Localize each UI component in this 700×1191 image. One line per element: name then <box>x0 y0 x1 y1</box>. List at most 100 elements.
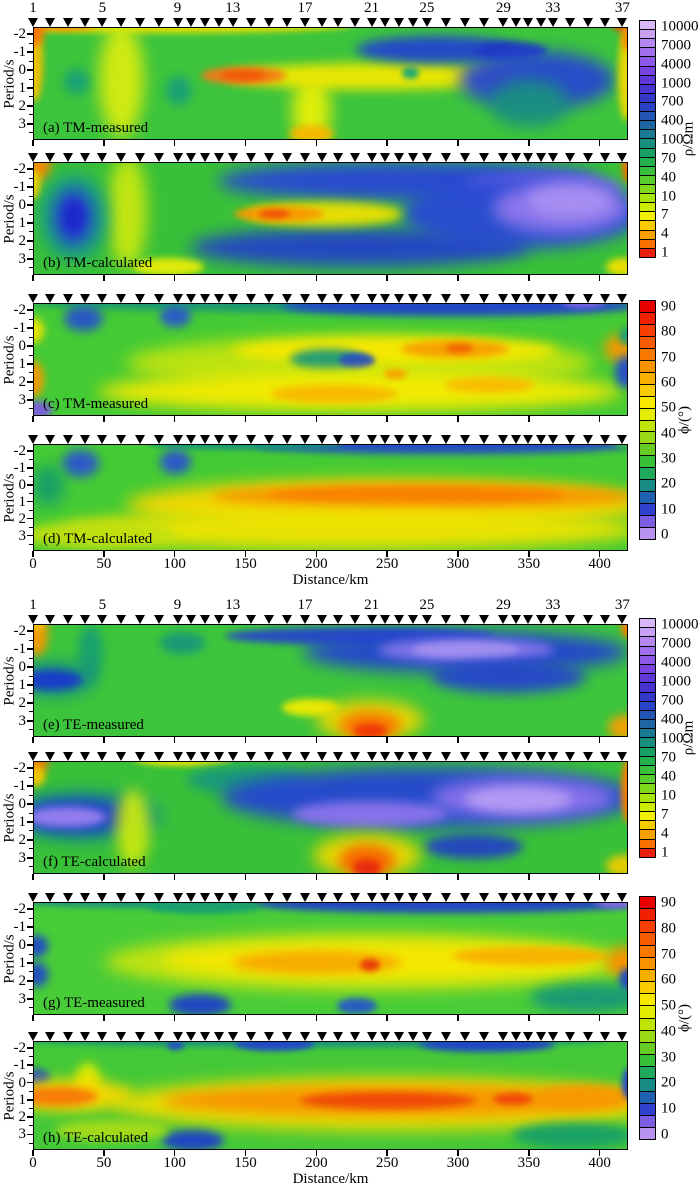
y-tick <box>27 821 33 823</box>
y-tick <box>27 785 33 787</box>
colorbar-segment <box>640 112 655 122</box>
colorbar-tick-label: 20 <box>661 475 676 492</box>
y-tick <box>27 69 33 71</box>
y-tick <box>27 648 33 650</box>
station-triangle-icon <box>394 18 405 27</box>
station-triangle-icon <box>565 435 576 444</box>
colorbar-tick-label: 10 <box>661 188 676 204</box>
x-tick <box>32 1150 34 1156</box>
station-triangle-icon <box>45 1032 56 1041</box>
y-tick <box>27 240 33 242</box>
y-minor-tick <box>29 693 33 695</box>
contour-blob <box>607 714 627 736</box>
station-triangle-icon <box>547 153 558 162</box>
station-triangle-icon <box>535 18 546 27</box>
station-triangle-icon <box>97 153 108 162</box>
station-triangle-icon <box>394 153 405 162</box>
y-tick-label: -1 <box>13 459 27 476</box>
station-triangle-icon <box>263 1032 274 1041</box>
y-tick <box>27 51 33 53</box>
x-tick <box>386 275 388 281</box>
y-tick <box>27 1064 33 1066</box>
station-triangle-icon <box>440 1032 451 1041</box>
station-triangle-icon <box>582 752 593 761</box>
y-tick <box>27 105 33 107</box>
y-tick-label: 0 <box>18 1074 27 1091</box>
x-tick-label: 150 <box>234 1155 257 1171</box>
colorbar-unit-label: ρ/Ωm <box>680 720 697 756</box>
colorbar-segment <box>640 994 655 1007</box>
station-triangle-icon <box>281 435 292 444</box>
y-tick <box>27 345 33 347</box>
station-triangle-icon <box>227 18 238 27</box>
y-tick <box>27 363 33 365</box>
y-tick-label: 2 <box>18 972 27 989</box>
x-tick-label: 200 <box>305 1155 328 1171</box>
station-triangle-icon <box>510 153 521 162</box>
contour-blob <box>34 1042 608 1048</box>
contour-blob <box>34 625 46 631</box>
x-tick <box>386 140 388 146</box>
station-triangle-icon <box>440 752 451 761</box>
colorbar-segment <box>640 66 655 76</box>
y-tick-label: 3 <box>18 250 27 267</box>
station-triangle-icon <box>617 153 628 162</box>
colorbar-segment <box>640 1127 655 1140</box>
station-triangle-icon <box>421 18 432 27</box>
contour-blob <box>281 304 627 316</box>
colorbar-segment <box>640 360 655 373</box>
station-triangle-icon <box>599 615 610 624</box>
station-number-label: 33 <box>545 0 561 16</box>
station-triangle-icon <box>316 752 327 761</box>
station-triangle-icon <box>523 435 534 444</box>
y-axis-title: Period/s <box>1 472 18 523</box>
contour-blob <box>402 66 420 80</box>
station-triangle-icon <box>408 435 419 444</box>
x-tick-label: 0 <box>29 1155 37 1171</box>
y-tick-label: 2 <box>18 694 27 711</box>
colorbar-segment <box>640 203 655 213</box>
colorbar-segment <box>640 175 655 185</box>
station-triangle-icon <box>523 615 534 624</box>
colorbar-tick-label: 80 <box>661 323 676 340</box>
x-tick <box>457 737 459 743</box>
colorbar-phase: 90 80 70 60 50 40 30 20 10 0 ϕ/(°) <box>639 895 700 1142</box>
station-triangle-icon <box>316 1032 327 1041</box>
y-tick-label: -2 <box>13 161 27 178</box>
y-tick-label: -2 <box>13 302 27 319</box>
colorbar-tick-label: 10 <box>661 787 676 804</box>
colorbar-segment <box>640 1091 655 1104</box>
y-tick-label: 0 <box>18 197 27 214</box>
y-tick-label: 3 <box>18 712 27 729</box>
x-tick <box>103 737 105 743</box>
station-triangle-icon <box>498 153 509 162</box>
contour-blob <box>34 28 353 34</box>
station-triangle-icon <box>479 294 490 303</box>
station-triangle-icon <box>421 294 432 303</box>
colorbar-tick-label: 50 <box>661 997 676 1014</box>
station-triangle-icon <box>153 615 164 624</box>
station-triangle-icon <box>333 1032 344 1041</box>
y-tick-label: -2 <box>13 760 27 777</box>
station-triangle-icon <box>440 153 451 162</box>
station-triangle-icon <box>617 1032 628 1041</box>
station-triangle-icon <box>186 153 197 162</box>
contour-blob <box>606 855 627 873</box>
colorbar-tick-label: 40 <box>661 425 676 442</box>
x-tick <box>457 1015 459 1021</box>
x-tick <box>528 874 530 880</box>
colorbar-segment <box>640 683 655 693</box>
colorbar-tick-label: 30 <box>661 1049 676 1066</box>
x-tick-label: 100 <box>163 556 186 572</box>
station-triangle-icon <box>599 18 610 27</box>
station-triangle-icon <box>153 294 164 303</box>
y-tick <box>27 803 33 805</box>
colorbar-segment <box>640 802 655 812</box>
contour-blob <box>451 946 608 965</box>
colorbar-segment <box>640 444 655 457</box>
station-triangle-icon <box>349 752 360 761</box>
station-triangle-icon <box>172 615 183 624</box>
station-triangle-icon <box>421 153 432 162</box>
station-triangle-icon <box>80 153 91 162</box>
station-triangle-icon <box>153 153 164 162</box>
